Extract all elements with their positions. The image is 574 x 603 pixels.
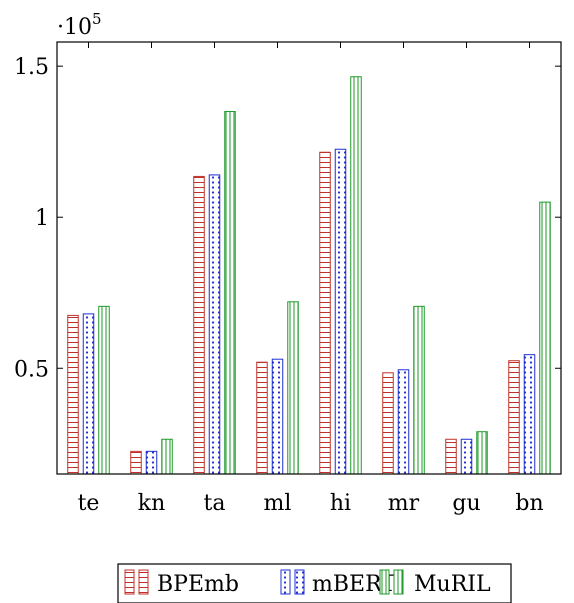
bar-mbert-hi	[334, 148, 347, 475]
legend-swatch-vlines	[393, 569, 404, 595]
tick-marks	[57, 42, 561, 474]
bar-muril-bn	[539, 201, 551, 475]
bar-bpemb-ml	[256, 361, 268, 475]
bar-mbert-kn	[145, 450, 158, 475]
legend-label-muril: MuRIL	[414, 572, 491, 597]
bar-bpemb-te	[67, 314, 79, 475]
legend-swatch-hlines	[124, 569, 135, 595]
bar-muril-mr	[413, 305, 425, 475]
legend-swatch-dots	[294, 569, 305, 595]
bar-muril-gu	[476, 431, 488, 475]
legend-box	[117, 563, 512, 603]
bar-bpemb-ta	[193, 175, 205, 475]
x-tick-labels: te kn ta ml hi mr gu bn	[78, 491, 544, 516]
x-tick-label-hi: hi	[330, 491, 351, 516]
plot-frame	[56, 41, 562, 475]
bar-bpemb-kn	[130, 450, 142, 475]
bar-mbert-mr	[397, 369, 410, 475]
bar-muril-ta	[224, 110, 236, 475]
bar-bpemb-gu	[445, 438, 457, 475]
bar-muril-hi	[350, 76, 362, 475]
bar-mbert-ta	[208, 174, 221, 475]
bar-bpemb-hi	[319, 151, 331, 475]
y-tick-labels: 0.5 1 1.5	[14, 55, 49, 382]
bar-mbert-gu	[460, 438, 473, 475]
legend-swatch-dots	[280, 569, 291, 595]
x-tick-label-ml: ml	[264, 491, 292, 516]
bar-bpemb-bn	[508, 360, 520, 475]
bar-mbert-bn	[523, 354, 536, 475]
y-tick-label: 1	[35, 206, 49, 231]
x-tick-label-bn: bn	[515, 491, 543, 516]
legend-label-bpemb: BPEmb	[157, 572, 239, 597]
bar-muril-te	[98, 305, 110, 475]
bar-mbert-ml	[271, 358, 284, 475]
x-tick-label-ta: ta	[204, 491, 226, 516]
legend-swatch-vlines	[379, 569, 390, 595]
legend: BPEmb mBERT MuRIL	[117, 563, 512, 603]
x-tick-label-te: te	[78, 491, 100, 516]
x-tick-label-mr: mr	[388, 491, 420, 516]
y-scale-label: ·105	[57, 10, 102, 40]
bar-mbert-te	[82, 313, 95, 475]
y-tick-label: 1.5	[14, 55, 49, 80]
x-tick-label-gu: gu	[452, 491, 480, 516]
bar-bpemb-mr	[382, 372, 394, 475]
bar-muril-kn	[161, 438, 173, 475]
legend-swatch-hlines	[138, 569, 149, 595]
bar-muril-ml	[287, 301, 299, 475]
bars	[67, 76, 551, 475]
x-tick-label-kn: kn	[138, 491, 166, 516]
y-tick-label: 0.5	[14, 357, 49, 382]
